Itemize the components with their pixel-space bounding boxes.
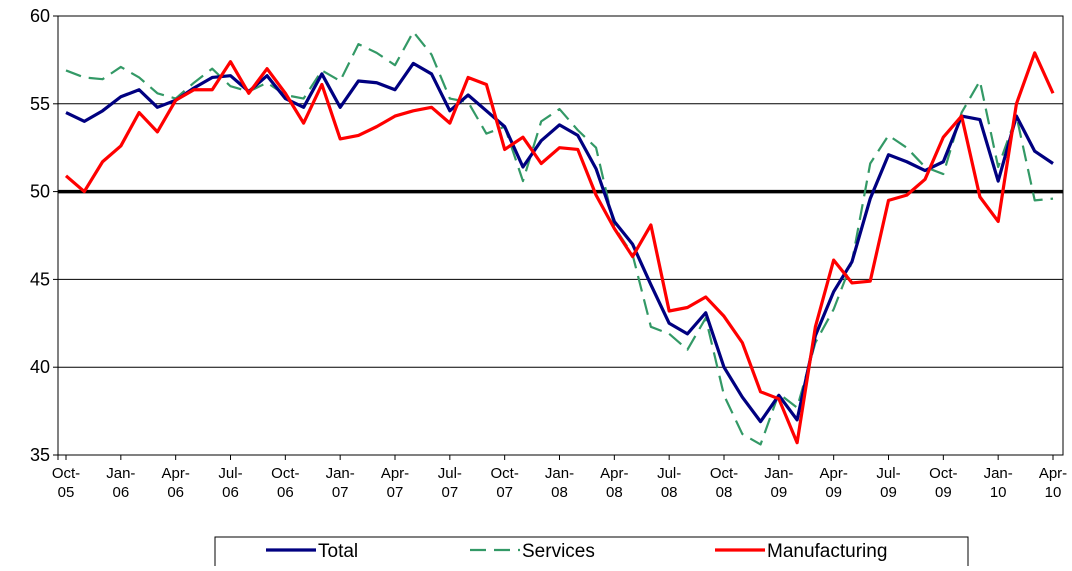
series-line: [65, 61, 1054, 424]
x-tick-label: Oct-08: [710, 465, 738, 501]
y-tick-label: 60: [30, 6, 50, 26]
x-tick-label: Jan-07: [326, 465, 355, 501]
x-tick-label: Jan-06: [106, 465, 135, 501]
x-tick-label: Jul-06: [218, 465, 242, 501]
x-tick-label: Oct-06: [271, 465, 299, 501]
plot-area: [57, 15, 1064, 456]
x-tick-label: Apr-06: [161, 465, 189, 501]
legend-label: Services: [522, 541, 595, 562]
x-tick-label: Apr-09: [819, 465, 847, 501]
x-tick-label: Jul-07: [438, 465, 462, 501]
y-tick-label: 45: [30, 269, 50, 289]
x-tick-label: Apr-10: [1039, 465, 1067, 501]
x-tick-label: Jul-08: [657, 465, 681, 501]
x-tick-label: Apr-08: [600, 465, 628, 501]
legend-label: Total: [318, 541, 358, 562]
x-tick-label: Jan-09: [764, 465, 793, 501]
x-tick-label: Oct-09: [929, 465, 957, 501]
y-tick-label: 35: [30, 445, 50, 465]
x-tick-label: Oct-07: [490, 465, 518, 501]
y-tick-label: 40: [30, 357, 50, 377]
series-line: [65, 30, 1054, 446]
legend-box: [214, 536, 969, 571]
y-tick-label: 55: [30, 94, 50, 114]
x-tick-label: Apr-07: [381, 465, 409, 501]
series-line: [64, 51, 1055, 445]
x-tick-label: Jul-09: [876, 465, 900, 501]
x-tick-label: Jan-08: [545, 465, 574, 501]
x-tick-label: Jan-10: [984, 465, 1013, 501]
legend-label: Manufacturing: [767, 541, 887, 562]
y-tick-label: 50: [30, 182, 50, 202]
x-tick-label: Oct-05: [52, 465, 80, 501]
